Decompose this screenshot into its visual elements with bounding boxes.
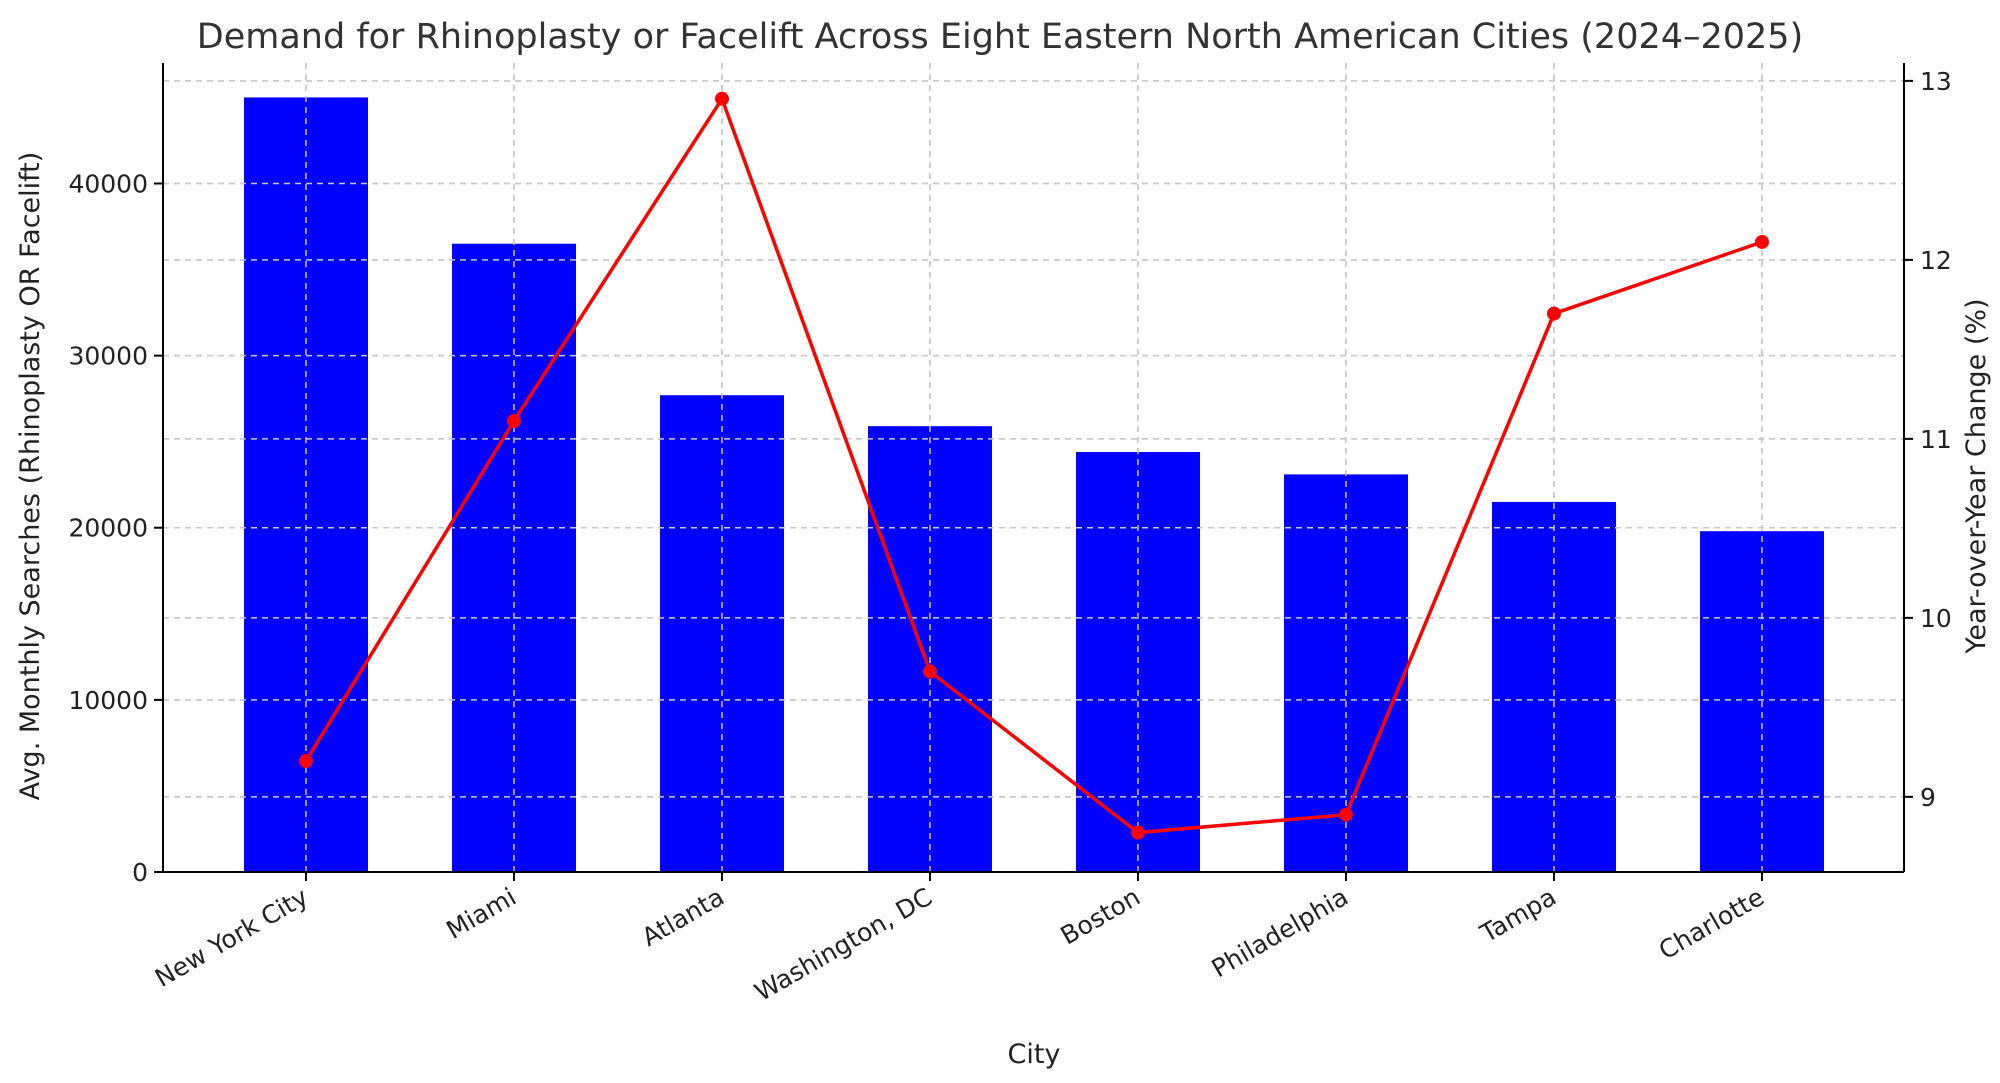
chart-title: Demand for Rhinoplasty or Facelift Acros… [197, 17, 1803, 57]
x-tick-label: New York City [150, 882, 313, 993]
yoy-point [1131, 825, 1145, 840]
yoy-point [507, 413, 521, 428]
x-tick-label: Charlotte [1654, 882, 1769, 965]
y-tick-label: 0 [132, 858, 148, 887]
x-tick-label: Miami [441, 882, 521, 945]
y-tick-label: 40000 [68, 169, 148, 198]
y-tick-label: 30000 [68, 342, 148, 371]
yoy-point [1755, 234, 1769, 249]
y2-tick-label: 10 [1920, 604, 1952, 633]
x-axis-label: City [1008, 1039, 1061, 1070]
yoy-point [1339, 807, 1353, 822]
y2-axis-label: Year-over-Year Change (%) [1961, 298, 1992, 654]
yoy-point [715, 91, 729, 106]
bar-series [163, 63, 1904, 873]
yoy-point [923, 664, 937, 679]
y2-tick-label: 13 [1920, 67, 1952, 96]
x-tick-label: Atlanta [637, 882, 729, 952]
yoy-line [304, 97, 1763, 835]
x-tick-label: Philadelphia [1207, 882, 1353, 983]
y-tick-label: 10000 [68, 686, 148, 715]
yoy-point [299, 754, 313, 769]
bar [452, 243, 576, 873]
y-axis-label: Avg. Monthly Searches (Rhinoplasty OR Fa… [15, 152, 46, 801]
y2-tick-label: 12 [1920, 246, 1952, 275]
y-tick-label: 20000 [68, 514, 148, 543]
x-tick-label: Tampa [1475, 882, 1561, 949]
x-tick-label: Washington, DC [750, 882, 937, 1007]
yoy-point [1547, 306, 1561, 321]
line-series [299, 91, 1769, 840]
y2-tick-label: 11 [1920, 425, 1952, 454]
x-tick-label: Boston [1056, 882, 1145, 950]
y2-tick-label: 9 [1920, 783, 1936, 812]
